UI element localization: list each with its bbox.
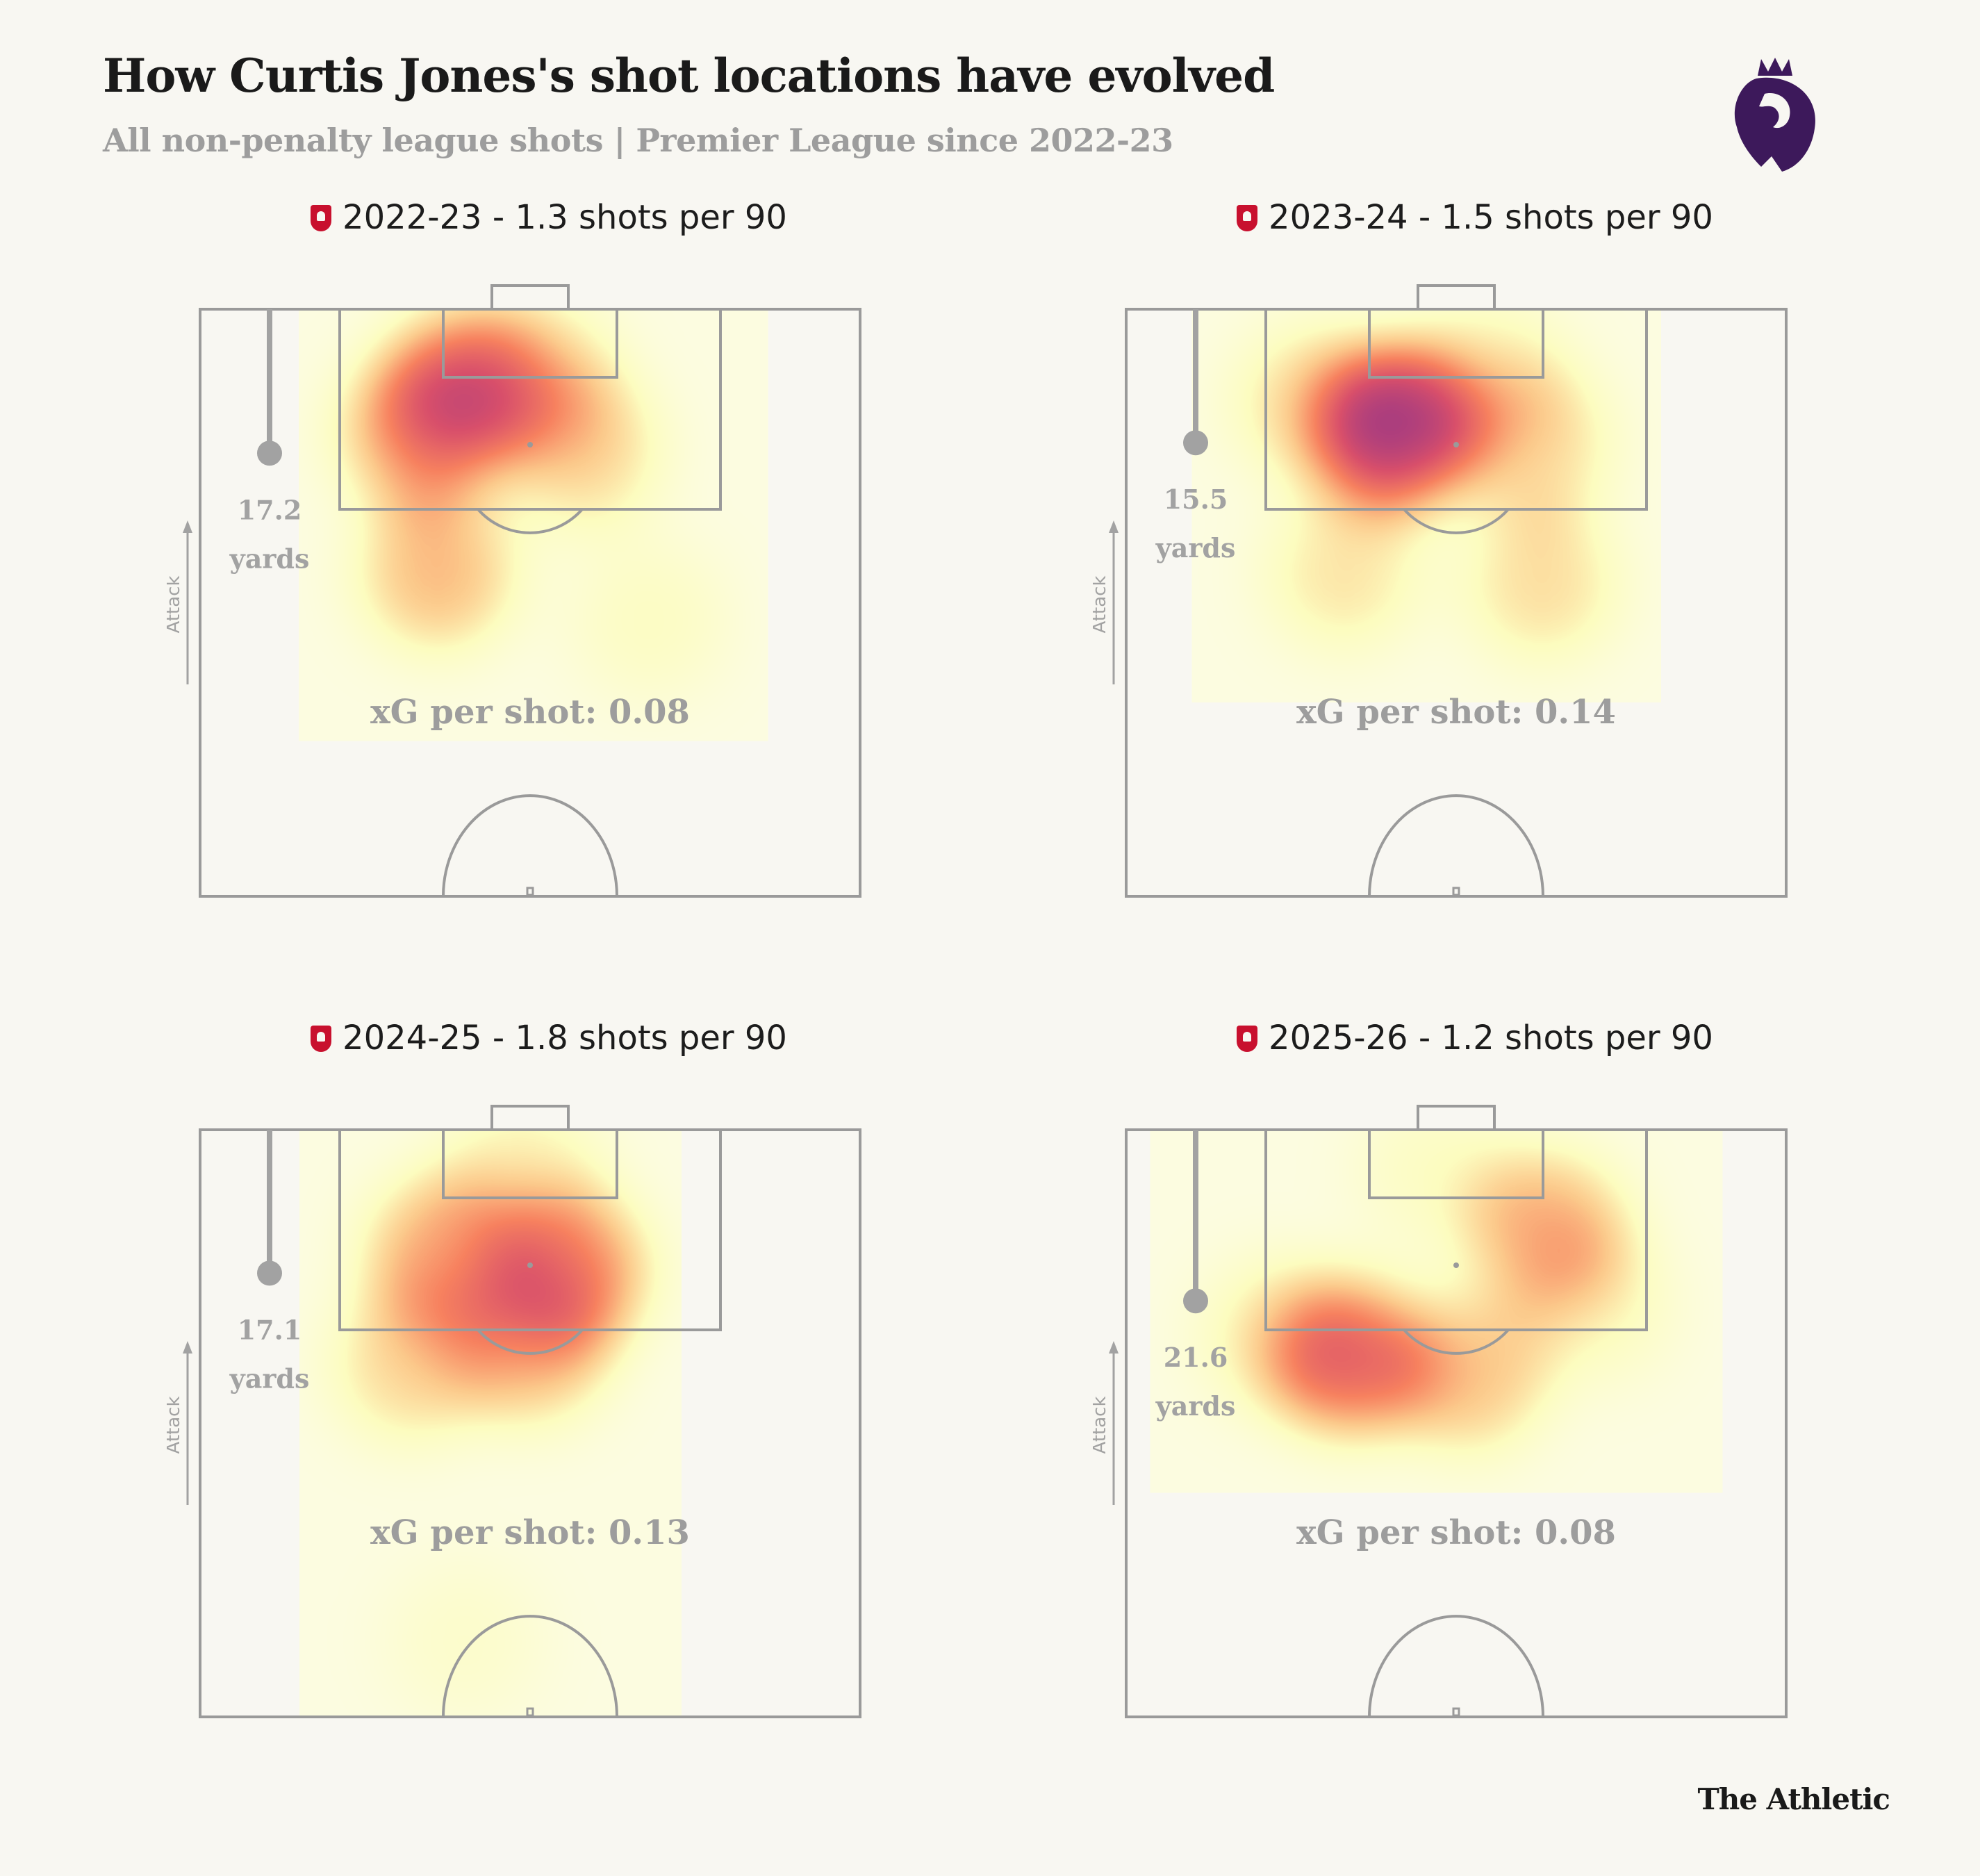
attack-direction-arrow xyxy=(183,1341,192,1505)
penalty-arc xyxy=(1403,1328,1510,1355)
pitch-lines xyxy=(1125,1105,1788,1718)
liverpool-crest-icon xyxy=(311,1026,332,1052)
shot-density-blob xyxy=(1264,493,1424,654)
penalty-spot xyxy=(1453,1262,1459,1268)
panel-title: 2023-24 - 1.5 shots per 90 xyxy=(1093,198,1857,237)
premier-league-lion-icon xyxy=(1734,58,1815,172)
brand-wordmark: The Athletic xyxy=(1697,1782,1890,1816)
avg-distance-marker xyxy=(257,309,282,466)
attack-label: Attack xyxy=(1093,575,1110,633)
goal xyxy=(490,284,570,311)
shot-density-blob xyxy=(569,540,729,700)
centre-spot xyxy=(1452,1707,1460,1717)
avg-distance-unit: yards xyxy=(229,543,310,574)
xg-per-shot-label: xG per shot: 0.14 xyxy=(1296,693,1616,732)
shot-density-blob xyxy=(443,1130,604,1245)
avg-distance-value: 17.1 xyxy=(238,1314,302,1345)
panel-title-text: 2023-24 - 1.5 shots per 90 xyxy=(1269,198,1713,237)
centre-circle xyxy=(1368,794,1544,897)
heatmap-layer xyxy=(331,1130,650,1717)
goal xyxy=(490,1105,570,1131)
shot-density-blob xyxy=(1389,1296,1549,1456)
xg-per-shot-label: xG per shot: 0.08 xyxy=(370,693,690,732)
panel-title: 2022-23 - 1.3 shots per 90 xyxy=(167,198,931,237)
penalty-spot xyxy=(1453,442,1459,447)
panel-title: 2025-26 - 1.2 shots per 90 xyxy=(1093,1019,1857,1058)
avg-distance-marker xyxy=(257,1130,282,1286)
shot-density-blob xyxy=(1515,1226,1675,1386)
pitch-lines xyxy=(199,284,861,898)
shot-density-blob xyxy=(358,493,518,654)
avg-distance-value: 21.6 xyxy=(1164,1342,1228,1373)
pitch-lines xyxy=(199,1105,861,1718)
attack-direction-arrow xyxy=(183,520,192,684)
centre-circle xyxy=(442,794,618,897)
penalty-arc xyxy=(477,508,584,534)
penalty-arc xyxy=(1403,508,1510,534)
penalty-spot xyxy=(527,442,533,447)
panel-title: 2024-25 - 1.8 shots per 90 xyxy=(167,1019,931,1058)
heatmap-layer xyxy=(338,309,729,700)
half-pitch-svg: 17.2 yards Attack xG per shot: 0.08 xyxy=(167,284,861,898)
liverpool-crest-icon xyxy=(1237,1026,1258,1052)
attack-direction-arrow xyxy=(1109,1341,1119,1505)
centre-circle xyxy=(1368,1615,1544,1718)
shot-map-panel: 2023-24 - 1.5 shots per 90 15.5 yards Attac… xyxy=(1093,198,1857,990)
goal xyxy=(1417,1105,1496,1131)
panel-title-text: 2024-25 - 1.8 shots per 90 xyxy=(343,1019,787,1058)
goal xyxy=(1417,284,1496,311)
centre-spot xyxy=(526,1707,534,1717)
shot-map-panel: 2025-26 - 1.2 shots per 90 21.6 yards Attac… xyxy=(1093,1019,1857,1811)
attack-label: Attack xyxy=(167,1396,184,1454)
xg-per-shot-label: xG per shot: 0.13 xyxy=(370,1513,690,1552)
avg-distance-marker xyxy=(1183,309,1208,456)
shot-density-blob xyxy=(456,309,617,454)
avg-distance-value: 15.5 xyxy=(1164,484,1228,515)
avg-distance-value: 17.2 xyxy=(238,494,302,525)
shot-density-blob xyxy=(1356,1130,1517,1251)
penalty-spot xyxy=(527,1262,533,1268)
attack-label: Attack xyxy=(167,575,184,633)
half-pitch-svg: 21.6 yards Attack xG per shot: 0.08 xyxy=(1093,1105,1788,1718)
shot-density-blob xyxy=(450,1267,610,1427)
heatmap-layer xyxy=(1198,1130,1675,1456)
heatmap-layer xyxy=(1231,309,1622,666)
shot-map-panel: 2022-23 - 1.3 shots per 90 17.2 yards Attac… xyxy=(167,198,931,990)
centre-circle xyxy=(442,1615,618,1718)
shot-density-blob xyxy=(384,1561,544,1717)
shot-density-blob xyxy=(1462,505,1622,666)
avg-distance-unit: yards xyxy=(1155,1390,1236,1422)
xg-per-shot-label: xG per shot: 0.08 xyxy=(1296,1513,1616,1552)
avg-distance-marker xyxy=(1183,1130,1208,1314)
shot-density-blob xyxy=(1198,1255,1358,1415)
shot-density-blob xyxy=(331,1285,491,1445)
shot-map-panel: 2024-25 - 1.8 shots per 90 17.1 yards Attac… xyxy=(167,1019,931,1811)
shot-density-blob xyxy=(1409,309,1569,454)
half-pitch-svg: 15.5 yards Attack xG per shot: 0.14 xyxy=(1093,284,1788,898)
pitch-lines xyxy=(1125,284,1788,898)
centre-spot xyxy=(1452,887,1460,896)
liverpool-crest-icon xyxy=(311,205,332,231)
centre-spot xyxy=(526,887,534,896)
chart-subtitle: All non-penalty league shots | Premier L… xyxy=(103,122,1173,159)
shot-density-blob xyxy=(1231,323,1391,484)
half-pitch-svg: 17.1 yards Attack xG per shot: 0.13 xyxy=(167,1105,861,1718)
attack-label: Attack xyxy=(1093,1396,1110,1454)
shot-density-blob xyxy=(338,352,498,513)
penalty-arc xyxy=(477,1328,584,1355)
avg-distance-unit: yards xyxy=(1155,532,1236,563)
panel-title-text: 2025-26 - 1.2 shots per 90 xyxy=(1269,1019,1713,1058)
liverpool-crest-icon xyxy=(1237,205,1258,231)
panel-title-text: 2022-23 - 1.3 shots per 90 xyxy=(343,198,787,237)
attack-direction-arrow xyxy=(1109,520,1119,684)
avg-distance-unit: yards xyxy=(229,1363,310,1394)
chart-title: How Curtis Jones's shot locations have e… xyxy=(103,49,1275,103)
